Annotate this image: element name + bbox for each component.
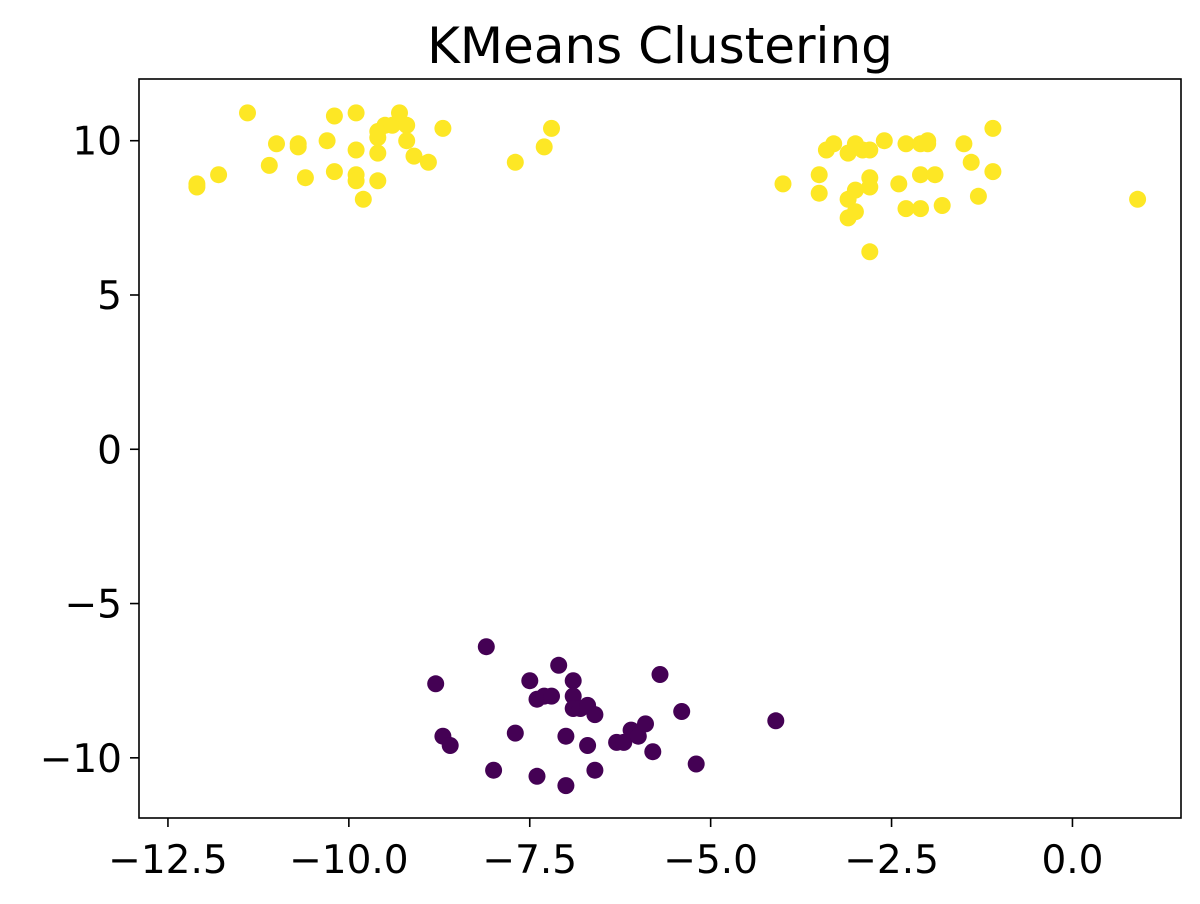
data-point-cluster-1 (810, 184, 828, 202)
data-point-cluster-1 (434, 119, 452, 137)
data-point-cluster-1 (875, 132, 893, 150)
y-tick-label: 0 (97, 428, 122, 473)
data-point-cluster-0 (644, 743, 662, 761)
data-point-cluster-0 (767, 712, 785, 730)
data-point-cluster-1 (926, 166, 944, 184)
data-point-cluster-1 (354, 190, 372, 208)
data-point-cluster-1 (984, 163, 1002, 181)
data-point-cluster-0 (673, 703, 691, 720)
data-point-cluster-0 (564, 672, 582, 690)
data-point-cluster-1 (188, 178, 206, 196)
data-point-cluster-1 (369, 144, 387, 162)
data-point-cluster-0 (477, 638, 495, 656)
data-point-cluster-0 (637, 715, 654, 733)
data-point-cluster-0 (629, 727, 647, 745)
data-point-cluster-1 (955, 135, 973, 153)
data-point-cluster-1 (861, 141, 879, 159)
data-point-cluster-1 (289, 135, 307, 153)
data-point-cluster-1 (919, 135, 937, 153)
data-point-cluster-0 (615, 733, 633, 751)
data-point-cluster-1 (318, 132, 336, 150)
data-point-cluster-1 (933, 197, 951, 214)
data-point-cluster-1 (969, 187, 987, 205)
points-layer (188, 104, 1147, 795)
data-point-cluster-0 (543, 687, 560, 705)
data-point-cluster-1 (861, 178, 879, 196)
data-point-cluster-1 (890, 175, 908, 193)
data-point-cluster-1 (405, 147, 423, 165)
data-point-cluster-0 (528, 767, 546, 785)
data-point-cluster-0 (427, 675, 445, 693)
data-point-cluster-1 (419, 153, 437, 171)
data-point-cluster-0 (557, 727, 575, 745)
data-point-cluster-1 (347, 104, 365, 122)
data-point-cluster-0 (651, 666, 669, 683)
data-point-cluster-0 (506, 724, 524, 742)
data-point-cluster-1 (398, 116, 416, 134)
plot-frame (138, 78, 1182, 819)
data-point-cluster-1 (861, 243, 879, 261)
data-point-cluster-1 (912, 166, 929, 184)
data-point-cluster-0 (441, 737, 459, 754)
data-point-cluster-1 (347, 172, 365, 190)
data-point-cluster-1 (810, 166, 828, 184)
x-tick-label: −10.0 (289, 838, 409, 883)
y-tick-label: 10 (72, 120, 122, 165)
data-point-cluster-1 (1129, 190, 1147, 208)
data-point-cluster-1 (239, 104, 256, 122)
x-tick-label: 0.0 (1041, 838, 1103, 883)
x-tick-label: −2.5 (844, 838, 939, 883)
x-tick-label: −12.5 (108, 838, 228, 883)
data-point-cluster-1 (839, 190, 857, 208)
data-point-cluster-1 (817, 141, 835, 159)
y-tick-label: −10 (40, 737, 122, 782)
data-point-cluster-1 (897, 200, 915, 218)
data-point-cluster-1 (962, 153, 980, 171)
data-point-cluster-1 (506, 153, 524, 171)
data-point-cluster-0 (687, 755, 705, 773)
data-point-cluster-1 (296, 169, 314, 187)
data-point-cluster-0 (586, 706, 604, 724)
y-tick-label: −5 (65, 583, 123, 628)
data-point-cluster-1 (369, 172, 387, 190)
data-point-cluster-0 (550, 656, 568, 674)
data-point-cluster-1 (383, 116, 401, 134)
x-axis: −12.5 −10.0 −7.5 −5.0 −2.5 0.0 (108, 818, 1103, 883)
data-point-cluster-1 (325, 163, 343, 181)
data-point-cluster-1 (774, 175, 792, 193)
data-point-cluster-1 (543, 119, 560, 137)
data-point-cluster-1 (347, 141, 365, 159)
data-point-cluster-1 (912, 200, 929, 218)
data-point-cluster-1 (210, 166, 228, 184)
x-tick-label: −5.0 (663, 838, 758, 883)
data-point-cluster-1 (260, 156, 278, 174)
y-axis: −10 −5 0 5 10 (40, 120, 139, 782)
data-point-cluster-0 (485, 761, 503, 779)
data-point-cluster-1 (839, 209, 857, 227)
data-point-cluster-0 (586, 761, 604, 779)
data-point-cluster-0 (579, 737, 597, 754)
data-point-cluster-1 (391, 104, 408, 122)
data-point-cluster-0 (564, 687, 582, 705)
y-tick-label: 5 (97, 274, 122, 319)
x-tick-label: −7.5 (482, 838, 577, 883)
data-point-cluster-0 (557, 777, 575, 795)
data-point-cluster-1 (984, 119, 1002, 137)
data-point-cluster-1 (325, 107, 343, 125)
data-point-cluster-1 (268, 135, 285, 153)
data-point-cluster-1 (398, 132, 416, 150)
data-point-cluster-1 (897, 135, 915, 153)
data-point-cluster-1 (535, 138, 553, 156)
chart-title: KMeans Clustering (427, 17, 893, 75)
data-point-cluster-0 (521, 672, 539, 690)
